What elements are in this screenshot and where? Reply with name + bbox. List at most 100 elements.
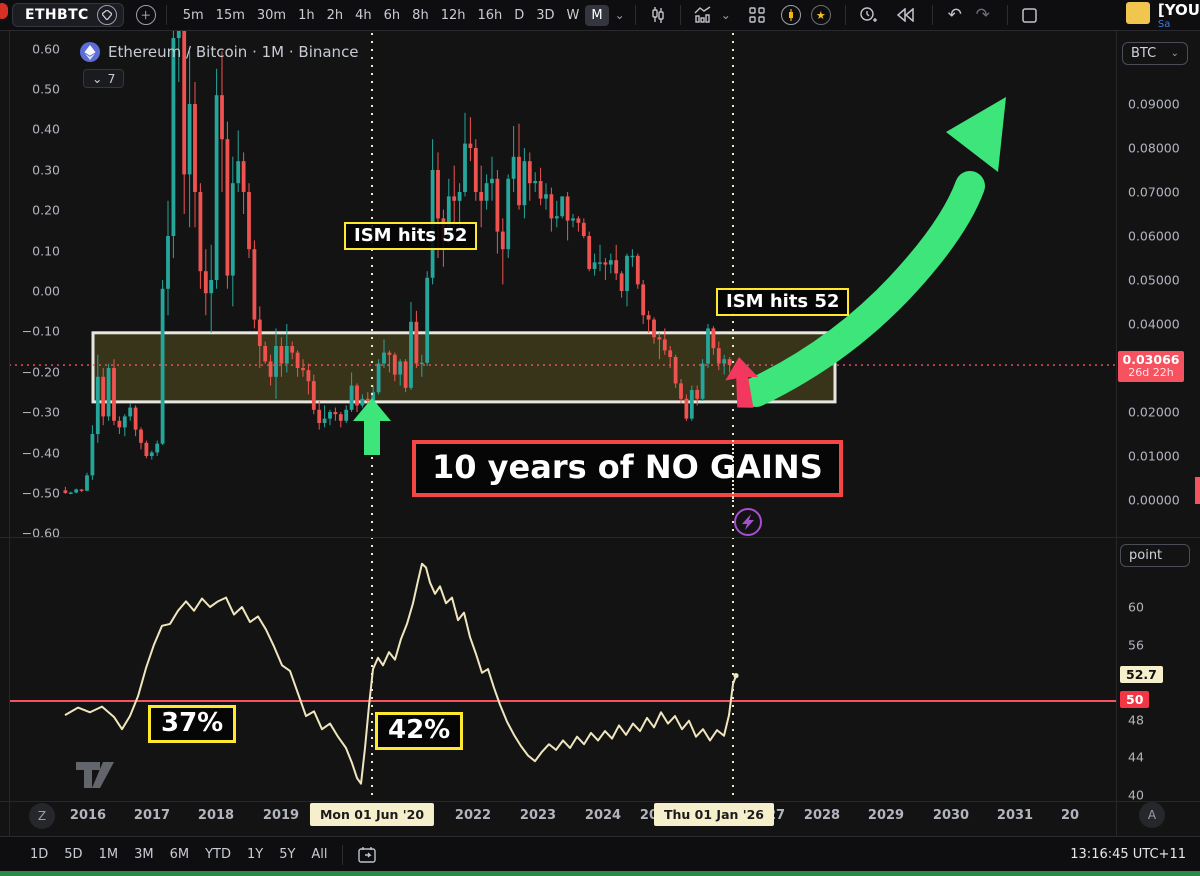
year-label-2030[interactable]: 2030 <box>932 808 970 823</box>
toolbar-separator <box>1006 5 1008 25</box>
timeframe-chevron-down-icon[interactable]: ⌄ <box>614 8 625 22</box>
pct-annotation-2[interactable]: 42% <box>375 712 464 750</box>
year-label-2028[interactable]: 2028 <box>803 808 841 823</box>
video-progress-bar <box>0 871 1200 876</box>
candle-badge-icon[interactable] <box>780 5 801 25</box>
ism-level-badge: 50 <box>1120 691 1150 708</box>
left-scale-tick: 0.30 <box>32 162 60 178</box>
left-scale-tick: 0.40 <box>32 121 60 137</box>
symbol-search-box[interactable]: ETHBTC <box>12 3 124 27</box>
timeframe-15m[interactable]: 15m <box>215 7 245 23</box>
range-YTD[interactable]: YTD <box>205 847 231 862</box>
timeframe-M[interactable]: M <box>585 4 609 26</box>
year-label-2023[interactable]: 2023 <box>519 808 557 823</box>
year-label-2024[interactable]: 2024 <box>584 808 622 823</box>
left-scale-tick: −0.10 <box>21 323 60 339</box>
left-scale-tick: −0.60 <box>21 525 60 541</box>
video-overlay-brand: [YOU Sa <box>1125 1 1200 30</box>
year-label-2019[interactable]: 2019 <box>262 808 300 823</box>
small-green-up-arrow <box>353 398 391 455</box>
bar-countdown: 26d 22h <box>1128 366 1174 380</box>
year-label-2017[interactable]: 2017 <box>133 808 171 823</box>
toolbar-separator <box>165 5 167 25</box>
toolbar-separator <box>341 844 343 865</box>
range-3M[interactable]: 3M <box>134 847 154 862</box>
price-scale-border[interactable] <box>1116 30 1117 836</box>
year-label-2022[interactable]: 2022 <box>454 808 492 823</box>
right-scale-tick: 0.06000 <box>1128 228 1180 244</box>
timeframe-30m[interactable]: 30m <box>256 7 287 23</box>
left-scale-tick: −0.20 <box>21 364 60 380</box>
unit-dropdown-point[interactable]: point <box>1120 544 1190 567</box>
year-label-2029[interactable]: 2029 <box>867 808 905 823</box>
year-label-2016[interactable]: 2016 <box>69 808 107 823</box>
ism-line <box>64 562 737 785</box>
clock[interactable]: 13:16:45 UTC+11 <box>1070 847 1186 862</box>
timeframe-1h[interactable]: 1h <box>298 7 315 23</box>
timeframe-12h[interactable]: 12h <box>440 7 466 23</box>
chart-legend[interactable]: Ethereum / Bitcoin · 1M · Binance <box>80 42 359 62</box>
chart-title: Ethereum / Bitcoin · 1M · Binance <box>108 43 359 61</box>
year-label-2018[interactable]: 2018 <box>197 808 235 823</box>
right-scale-tick: 0.04000 <box>1128 316 1180 332</box>
go-to-date-icon[interactable] <box>355 842 379 868</box>
timeframe-3D[interactable]: 3D <box>536 7 555 23</box>
overlay-sublabel: Sa <box>1157 18 1171 30</box>
auto-scale-button[interactable]: A <box>1139 802 1165 828</box>
replay-rewind-icon[interactable] <box>894 2 918 28</box>
pct-annotation-1[interactable]: 37% <box>148 705 237 743</box>
indicators-icon[interactable] <box>691 2 715 28</box>
year-label-2031[interactable]: 2031 <box>996 808 1034 823</box>
candles-style-icon[interactable] <box>646 2 670 28</box>
range-All[interactable]: All <box>311 847 328 862</box>
layout-grid-icon[interactable] <box>745 2 769 28</box>
ism-annotation-2[interactable]: ISM hits 52 <box>716 288 850 316</box>
timeframe-16h[interactable]: 16h <box>477 7 503 23</box>
alert-plus-icon[interactable] <box>856 2 880 28</box>
tradingview-watermark-icon <box>76 762 114 788</box>
timeframe-5m[interactable]: 5m <box>182 7 204 23</box>
no-gains-annotation[interactable]: 10 years of NO GAINS <box>412 440 843 497</box>
range-5D[interactable]: 5D <box>64 847 83 862</box>
zoom-out-button[interactable]: Z <box>29 803 55 829</box>
left-scale-tick: −0.40 <box>21 445 60 461</box>
indicator-scale-tick: 44 <box>1128 749 1144 765</box>
toolbar-separator <box>931 5 933 25</box>
range-5Y[interactable]: 5Y <box>279 847 296 862</box>
year-label-20[interactable]: 20 <box>1060 808 1080 823</box>
indicator-scale-tick: 56 <box>1128 637 1144 653</box>
timeframe-D[interactable]: D <box>514 7 525 23</box>
right-scale-tick: 0.01000 <box>1128 448 1180 464</box>
right-scale-tick: 0.02000 <box>1128 404 1180 420</box>
timeframe-8h[interactable]: 8h <box>412 7 429 23</box>
timeframe-4h[interactable]: 4h <box>355 7 372 23</box>
crosshair-date-2: Thu 01 Jan '26 <box>654 803 774 826</box>
redo-icon[interactable]: ↷ <box>975 5 990 25</box>
symbol-detail-diamond-icon[interactable] <box>96 5 117 25</box>
left-scale-tick: 0.60 <box>32 41 60 57</box>
fullscreen-square-icon[interactable] <box>1018 2 1042 28</box>
undo-icon[interactable]: ↶ <box>947 5 962 25</box>
right-scale-tick: 0.00000 <box>1128 492 1180 508</box>
overlay-label: [YOU <box>1157 1 1200 19</box>
timeframe-W[interactable]: W <box>566 7 580 23</box>
unit-dropdown-btc[interactable]: BTC ⌄ <box>1122 42 1188 65</box>
pane-divider[interactable] <box>0 537 1200 538</box>
legend-collapse-button[interactable]: ⌄ 7 <box>83 69 125 88</box>
favorites-star-icon[interactable]: ★ <box>810 5 831 25</box>
right-scale-tick: 0.08000 <box>1128 140 1180 156</box>
timeframe-6h[interactable]: 6h <box>383 7 401 23</box>
crosshair-dotted-overlay <box>732 440 734 502</box>
ism-annotation-1[interactable]: ISM hits 52 <box>344 222 478 250</box>
range-1Y[interactable]: 1Y <box>246 847 264 862</box>
ism-value-badge: 52.7 <box>1120 666 1163 683</box>
indicators-chevron-down-icon[interactable]: ⌄ <box>720 8 731 22</box>
range-1D[interactable]: 1D <box>30 847 49 862</box>
timeframe-2h[interactable]: 2h <box>326 7 344 23</box>
compare-add-icon[interactable]: ＋ <box>135 5 156 25</box>
range-6M[interactable]: 6M <box>169 847 190 862</box>
range-1M[interactable]: 1M <box>98 847 119 862</box>
symbol-label: ETHBTC <box>25 7 89 23</box>
big-green-arrow-head <box>946 97 1006 172</box>
